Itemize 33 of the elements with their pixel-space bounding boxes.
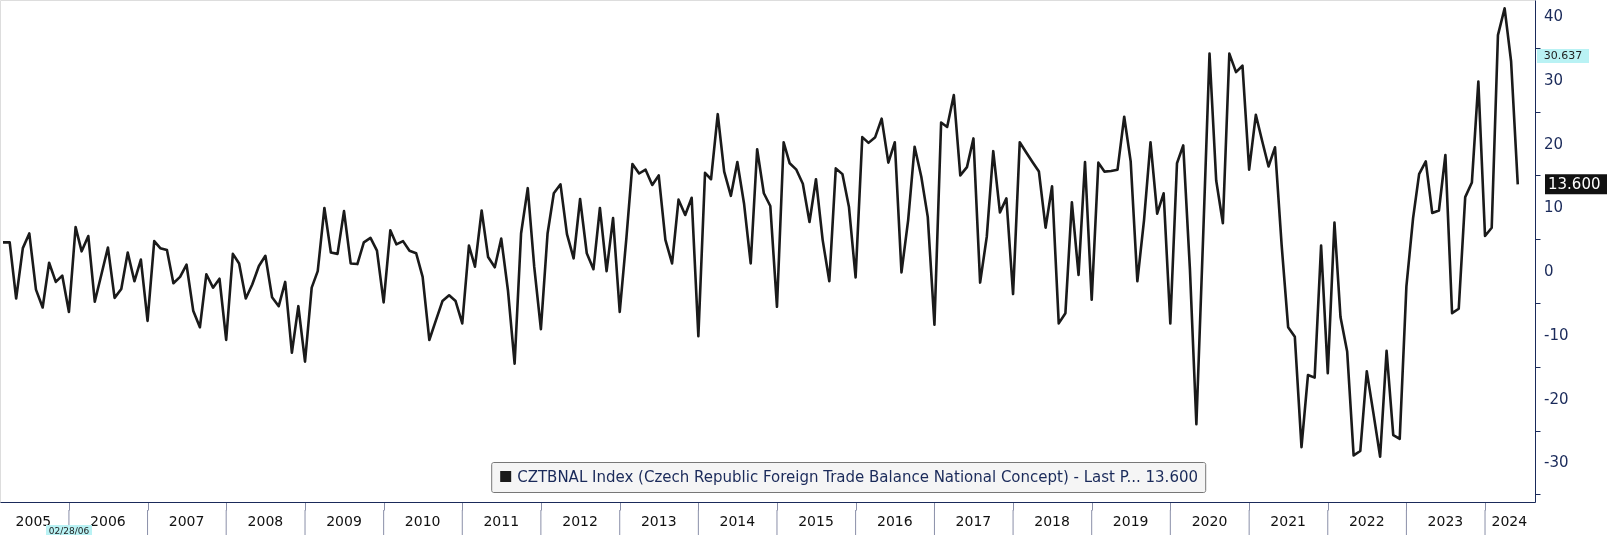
- x-tick-label: 2009: [326, 513, 362, 529]
- x-tick-label: 2019: [1112, 513, 1149, 529]
- x-tick-label: 2008: [247, 513, 284, 529]
- x-tick-label: 2020: [1191, 513, 1228, 529]
- x-tick-label: 2011: [483, 513, 520, 529]
- y-tick-label: -30: [1544, 453, 1569, 472]
- x-tick-label: 2007: [168, 513, 205, 529]
- line-series: [1, 6, 1520, 459]
- y-tick-label: 0: [1544, 262, 1554, 281]
- x-tick-label: 2016: [876, 513, 913, 529]
- x-tick-label: 2022: [1348, 513, 1385, 529]
- x-tick-label: 2005: [15, 513, 52, 529]
- x-tick-label: 2018: [1034, 513, 1070, 529]
- y-tick-label: 10: [1544, 198, 1564, 217]
- x-tick-label: 2006: [90, 513, 126, 529]
- x-tick-label: 2023: [1427, 513, 1464, 529]
- legend-label: CZTBNAL Index (Czech Republic Foreign Trade Balance National Concept) - Last P... 13.600: [517, 467, 1199, 486]
- y-tick-label: 30: [1544, 70, 1564, 89]
- y-tick-label: -20: [1544, 389, 1569, 408]
- y-tick-label: -10: [1544, 325, 1569, 344]
- x-tick-label: 2014: [719, 513, 756, 529]
- x-tick-label: 2013: [640, 513, 677, 529]
- y-tick-label: 40: [1544, 6, 1564, 25]
- y-tick-label: 20: [1544, 134, 1564, 153]
- text: 30.637: [1543, 49, 1583, 62]
- x-tick-label: 2010: [404, 513, 441, 529]
- x-tick-label: 2024: [1491, 513, 1528, 529]
- x-tick-label: 2017: [955, 513, 992, 529]
- annotation: 13.600: [1548, 175, 1601, 194]
- x-tick-label: 2021: [1270, 513, 1306, 529]
- x-tick-label: 2015: [798, 513, 834, 529]
- x-tick-label: 2012: [562, 513, 598, 529]
- text: 02/28/06: [48, 526, 90, 535]
